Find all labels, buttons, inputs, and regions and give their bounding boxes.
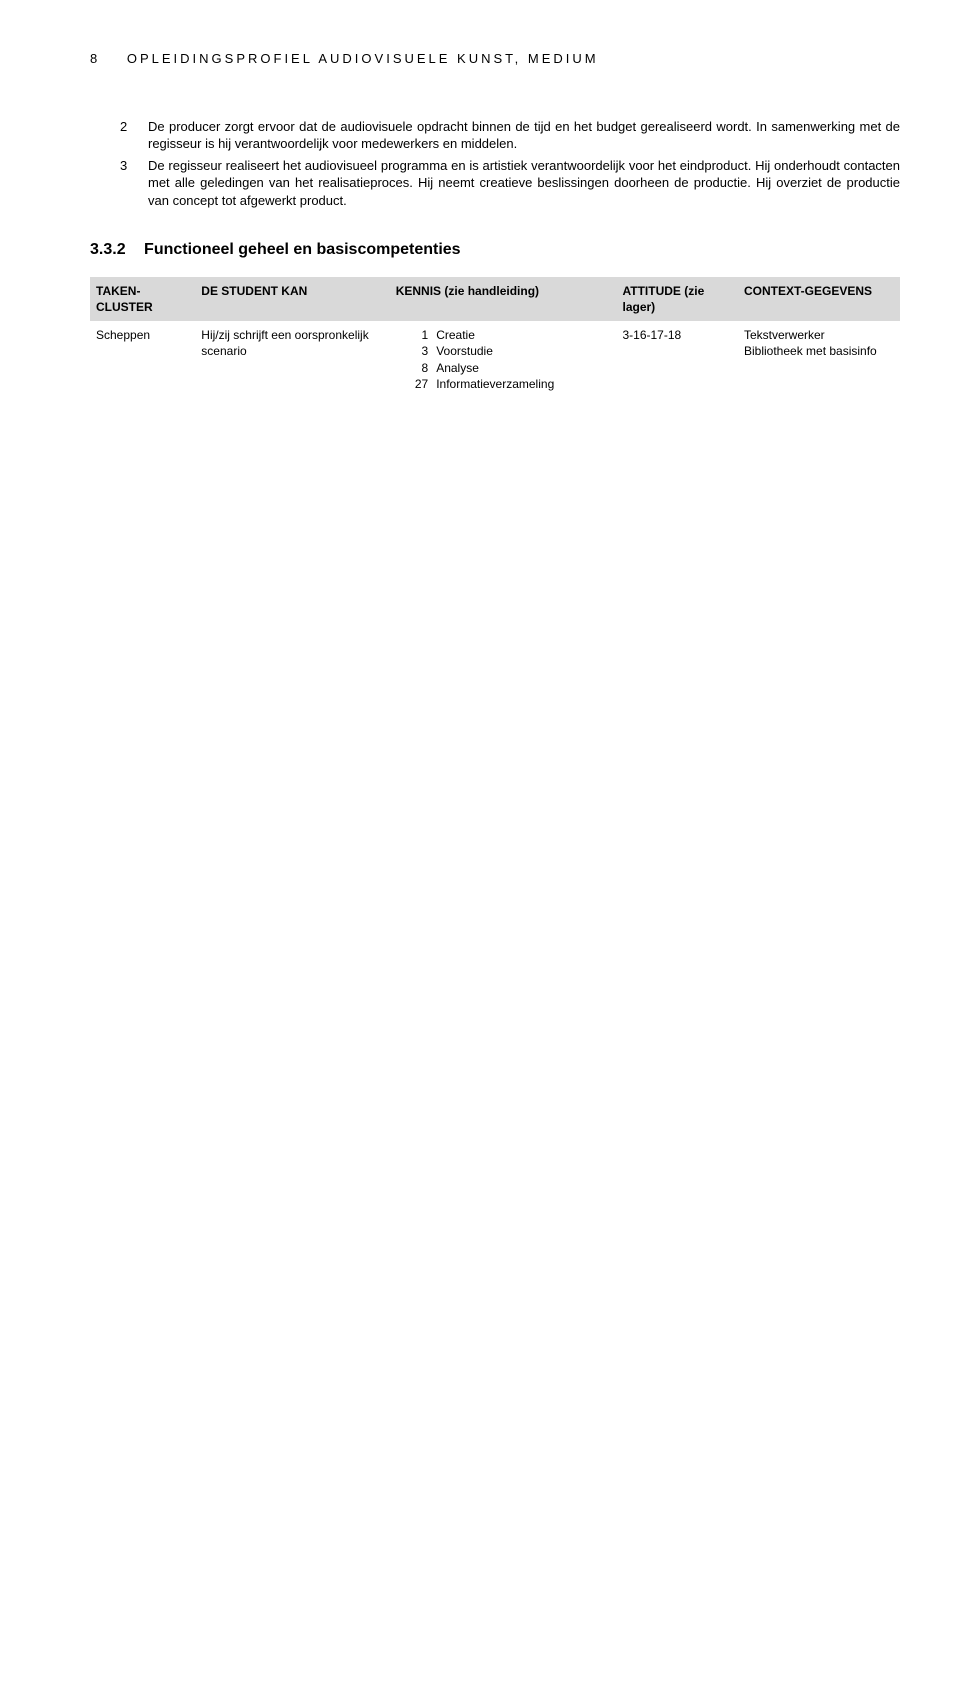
student-line: Hij/zij schrijft een oorspronkelijk scen… (201, 327, 383, 359)
th-student: DE STUDENT KAN (195, 277, 389, 321)
context-line: Tekstverwerker (744, 327, 894, 343)
kennis-num: 1 (396, 327, 429, 343)
page-number: 8 (90, 50, 100, 68)
kennis-label: Voorstudie (436, 343, 610, 359)
cell-attitude: 3-16-17-18 (616, 321, 738, 398)
intro-list: 2De producer zorgt ervoor dat de audiovi… (90, 118, 900, 210)
th-context: CONTEXT-GEGEVENS (738, 277, 900, 321)
cell-kennis-labels: CreatieVoorstudieAnalyseInformatieverzam… (430, 321, 616, 398)
cell-context: TekstverwerkerBibliotheek met basisinfo (738, 321, 900, 398)
intro-item-number: 2 (120, 118, 148, 153)
context-line: Bibliotheek met basisinfo (744, 343, 894, 359)
cell-kennis-nums: 13827 (390, 321, 431, 398)
intro-item-text: De regisseur realiseert het audiovisueel… (148, 157, 900, 210)
section-number: 3.3.2 (90, 239, 126, 261)
header-title: OPLEIDINGSPROFIEL AUDIOVISUELE KUNST, ME… (127, 51, 599, 66)
intro-item-text: De producer zorgt ervoor dat de audiovis… (148, 118, 900, 153)
kennis-label: Analyse (436, 360, 610, 376)
kennis-label: Creatie (436, 327, 610, 343)
kennis-label: Informatieverzameling (436, 376, 610, 392)
section-heading: Functioneel geheel en basiscompetenties (144, 241, 461, 258)
cell-student: Hij/zij schrijft een oorspronkelijk scen… (195, 321, 389, 398)
page-header: 8 OPLEIDINGSPROFIEL AUDIOVISUELE KUNST, … (90, 50, 900, 68)
th-taken: TAKEN-CLUSTER (90, 277, 195, 321)
kennis-num: 27 (396, 376, 429, 392)
competencies-table: TAKEN-CLUSTER DE STUDENT KAN KENNIS (zie… (90, 277, 900, 398)
cell-taken: Scheppen (90, 321, 195, 398)
section-title: 3.3.2 Functioneel geheel en basiscompete… (90, 239, 900, 261)
intro-item-number: 3 (120, 157, 148, 210)
th-attitude: ATTITUDE (zie lager) (616, 277, 738, 321)
kennis-num: 8 (396, 360, 429, 376)
th-kennis: KENNIS (zie handleiding) (390, 277, 617, 321)
table-header-row: TAKEN-CLUSTER DE STUDENT KAN KENNIS (zie… (90, 277, 900, 321)
intro-item: 3De regisseur realiseert het audiovisuee… (120, 157, 900, 210)
kennis-num: 3 (396, 343, 429, 359)
intro-item: 2De producer zorgt ervoor dat de audiovi… (120, 118, 900, 153)
table-row: ScheppenHij/zij schrijft een oorspronkel… (90, 321, 900, 398)
